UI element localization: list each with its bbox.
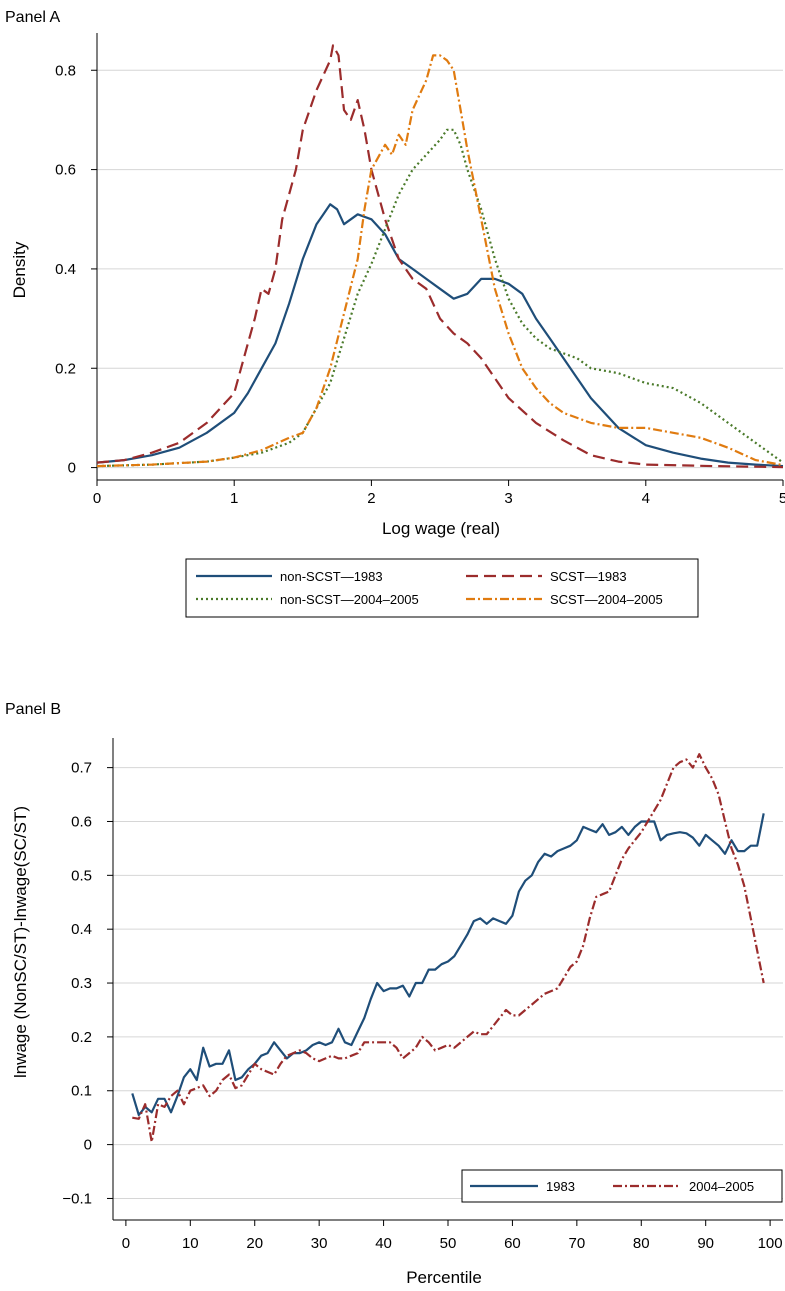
series-line-0 <box>131 813 765 1117</box>
legend-label-1: SCST—1983 <box>550 569 627 584</box>
y-tick-label: 0 <box>84 1137 92 1154</box>
y-tick-label: 0.2 <box>71 1029 92 1046</box>
y-tick-label: 0.4 <box>55 261 76 278</box>
panel-a-chart: Panel A 0 0.2 0.4 0.6 0.8 0 1 2 3 4 5 Log wage (r… <box>5 9 785 618</box>
series-line-2 <box>96 128 784 468</box>
panel-b-axes <box>112 738 783 1221</box>
y-tick-label: 0.6 <box>71 813 92 830</box>
legend-label-0: 1983 <box>546 1179 575 1194</box>
x-tick-label: 5 <box>779 490 785 507</box>
x-tick-label: 4 <box>642 490 650 507</box>
x-tick-label: 0 <box>122 1235 130 1252</box>
panel-b-legend: 1983 2004–2005 <box>461 1169 783 1203</box>
panel-a-axes <box>96 33 783 481</box>
panel-b-y-ticks: −0.1 0 0.1 0.2 0.3 0.4 0.5 0.6 0.7 <box>62 760 113 1207</box>
y-tick-label: 0.8 <box>55 62 76 79</box>
panel-a-gridlines <box>97 69 783 469</box>
x-tick-label: 90 <box>697 1235 714 1252</box>
panel-a-x-axis-title: Log wage (real) <box>382 519 500 538</box>
x-tick-label: 70 <box>569 1235 586 1252</box>
x-tick-label: 1 <box>230 490 238 507</box>
panel-a-series <box>96 44 784 469</box>
series-line-1 <box>96 44 784 469</box>
x-tick-label: 60 <box>504 1235 521 1252</box>
y-tick-label: 0.2 <box>55 360 76 377</box>
panel-b-title: Panel B <box>5 701 61 718</box>
legend-label-2: non-SCST—2004–2005 <box>280 592 419 607</box>
y-tick-label: 0.5 <box>71 867 92 884</box>
y-tick-label: 0.6 <box>55 162 76 179</box>
y-tick-label: 0.1 <box>71 1083 92 1100</box>
series-line-3 <box>96 54 784 468</box>
legend-box <box>185 558 699 618</box>
panel-a-legend: non-SCST—1983 SCST—1983 non-SCST—2004–2005… <box>185 558 699 618</box>
y-tick-label: −0.1 <box>62 1190 92 1207</box>
legend-label-0: non-SCST—1983 <box>280 569 383 584</box>
series-line-1 <box>132 753 765 1144</box>
x-tick-label: 40 <box>375 1235 392 1252</box>
x-tick-label: 10 <box>182 1235 199 1252</box>
x-tick-label: 3 <box>504 490 512 507</box>
y-tick-label: 0.7 <box>71 760 92 777</box>
panel-b-x-axis-title: Percentile <box>406 1268 482 1287</box>
panel-a-x-ticks: 0 1 2 3 4 5 <box>93 480 785 507</box>
panel-b-chart: Panel B −0.1 0 0.1 0.2 0.3 0.4 0.5 0.6 0.7 0 10 20… <box>5 701 783 1287</box>
x-tick-label: 50 <box>440 1235 457 1252</box>
legend-label-1: 2004–2005 <box>689 1179 754 1194</box>
x-tick-label: 20 <box>246 1235 263 1252</box>
series-line-0 <box>96 203 784 468</box>
x-tick-label: 30 <box>311 1235 328 1252</box>
panel-a-y-ticks: 0 0.2 0.4 0.6 0.8 <box>55 62 97 477</box>
legend-label-3: SCST—2004–2005 <box>550 592 663 607</box>
panel-b-x-ticks: 0 10 20 30 40 50 60 70 80 90 100 <box>122 1220 783 1252</box>
panel-b-series <box>131 753 765 1144</box>
x-tick-label: 80 <box>633 1235 650 1252</box>
panel-a-y-axis-title: Density <box>10 241 29 298</box>
x-tick-label: 0 <box>93 490 101 507</box>
y-tick-label: 0.4 <box>71 921 92 938</box>
panel-a-title: Panel A <box>5 9 60 26</box>
panel-b-gridlines <box>113 767 783 1199</box>
panel-b-y-axis-title: lnwage (NonSC/ST)-lnwage(SC/ST) <box>11 806 30 1078</box>
y-tick-label: 0.3 <box>71 975 92 992</box>
x-tick-label: 100 <box>758 1235 783 1252</box>
x-tick-label: 2 <box>367 490 375 507</box>
y-tick-label: 0 <box>68 460 76 477</box>
